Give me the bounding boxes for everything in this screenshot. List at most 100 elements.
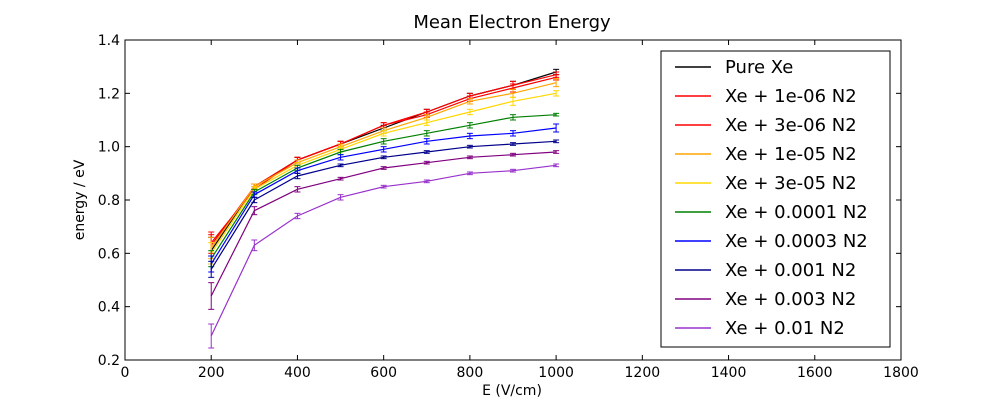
legend-entry: Xe + 0.003 N2: [675, 289, 856, 310]
legend-entry: Xe + 0.0001 N2: [675, 202, 868, 223]
legend-entry: Xe + 0.01 N2: [675, 318, 845, 339]
x-axis-label: E (V/cm): [482, 383, 542, 399]
error-bar: [553, 112, 560, 117]
error-bar: [423, 119, 430, 126]
y-tick-label: 1.0: [98, 140, 120, 156]
error-bar: [380, 146, 387, 153]
series-line-8: [210, 151, 557, 297]
y-tick-label: 1.2: [98, 86, 120, 102]
series-line-9: [210, 164, 557, 337]
error-bar: [380, 184, 387, 189]
error-bar: [553, 150, 560, 154]
legend-label: Xe + 0.0001 N2: [725, 202, 868, 223]
error-bar: [337, 154, 344, 161]
legend-label: Xe + 3e-05 N2: [725, 173, 857, 194]
error-bar: [380, 138, 387, 145]
error-bar: [466, 122, 473, 129]
legend-entry: Xe + 3e-05 N2: [675, 173, 857, 194]
error-bar: [553, 90, 560, 97]
legend-entry: Xe + 1e-06 N2: [675, 86, 857, 107]
error-bar: [337, 176, 344, 181]
error-bar: [423, 150, 430, 154]
legend-entry: Xe + 3e-06 N2: [675, 115, 857, 136]
x-tick-label: 200: [198, 365, 225, 381]
plot-area: [208, 68, 560, 349]
x-tick-label: 1800: [883, 365, 919, 381]
legend-label: Xe + 1e-06 N2: [725, 86, 857, 107]
legend-box: [660, 50, 891, 348]
x-tick-label: 0: [121, 365, 130, 381]
legend-label: Xe + 3e-06 N2: [725, 115, 857, 136]
x-tick-label: 800: [457, 365, 484, 381]
legend-label: Xe + 0.001 N2: [725, 260, 856, 281]
y-tick-label: 0.6: [98, 246, 120, 262]
x-tick-label: 400: [284, 365, 311, 381]
error-bar: [466, 155, 473, 160]
error-bar: [423, 179, 430, 184]
series-4: [208, 90, 560, 265]
axis-ticks: 0 200 400 600 800 1000 1200 1400 1600 1800 0.2 0.4 0…: [98, 33, 919, 381]
error-bar: [208, 323, 215, 349]
series-line-4: [210, 92, 557, 254]
error-bar: [294, 172, 301, 180]
error-bar: [380, 166, 387, 170]
error-bar: [294, 186, 301, 193]
legend-entry: Xe + 1e-05 N2: [675, 144, 857, 165]
y-tick-label: 0.8: [98, 193, 120, 209]
error-bar: [466, 171, 473, 176]
error-bar: [510, 152, 516, 157]
error-bar: [466, 132, 473, 140]
series-6: [208, 123, 560, 273]
legend-label: Pure Xe: [725, 57, 793, 78]
error-bar: [466, 144, 473, 149]
x-tick-label: 1200: [625, 365, 661, 381]
error-bar: [380, 155, 387, 160]
legend: Pure Xe Xe + 1e-06 N2 Xe + 3e-06 N2 Xe + 1e…: [660, 50, 891, 348]
error-bar: [251, 239, 258, 252]
series-1: [208, 71, 560, 257]
error-bar: [423, 138, 430, 145]
error-bar: [466, 108, 473, 116]
error-bar: [337, 163, 344, 168]
series-2: [208, 74, 560, 254]
legend-entry: Xe + 0.001 N2: [675, 260, 856, 281]
x-tick-label: 1600: [797, 365, 833, 381]
legend-label: Xe + 0.0003 N2: [725, 231, 868, 252]
series-line-0: [210, 71, 557, 252]
series-9: [208, 163, 560, 349]
error-bar: [510, 130, 516, 137]
error-bar: [553, 78, 560, 88]
error-bar: [510, 96, 516, 106]
series-7: [208, 139, 560, 278]
legend-label: Xe + 0.01 N2: [725, 318, 845, 339]
error-bar: [294, 212, 301, 220]
y-tick-label: 0.2: [98, 353, 120, 369]
error-bar: [208, 282, 215, 310]
series-8: [208, 150, 560, 310]
chart-title: Mean Electron Energy: [413, 12, 611, 33]
series-line-2: [210, 76, 557, 244]
error-bar: [510, 168, 516, 173]
series-line-7: [210, 140, 557, 270]
error-bar: [423, 160, 430, 165]
error-bar: [208, 260, 215, 278]
error-bar: [251, 206, 258, 216]
error-bar: [553, 163, 560, 168]
x-tick-label: 1400: [711, 365, 747, 381]
legend-entry: Pure Xe: [675, 57, 793, 78]
y-axis-label: energy / eV: [72, 159, 88, 240]
error-bar: [380, 130, 387, 137]
x-tick-label: 600: [370, 365, 397, 381]
error-bar: [337, 194, 344, 201]
x-tick-label: 1000: [538, 365, 574, 381]
series-line-1: [210, 74, 557, 246]
y-tick-label: 0.4: [98, 300, 120, 316]
legend-label: Xe + 1e-05 N2: [725, 144, 857, 165]
y-tick-label: 1.4: [98, 33, 120, 49]
legend-label: Xe + 0.003 N2: [725, 289, 856, 310]
error-bar: [510, 142, 516, 146]
legend-entry: Xe + 0.0003 N2: [675, 231, 868, 252]
error-bar: [553, 139, 560, 144]
